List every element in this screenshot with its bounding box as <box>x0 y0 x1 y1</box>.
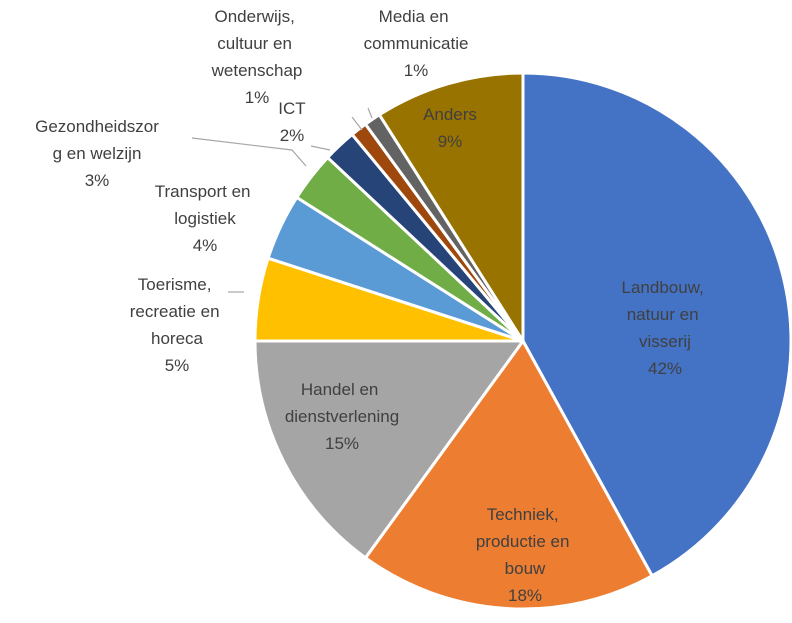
value-label: 4% <box>193 236 218 255</box>
label-line: Media en <box>379 7 454 26</box>
slice-label: Techniek, productie en bouw <box>476 505 574 578</box>
label-line: Gezondheidszor <box>35 117 159 136</box>
value-label: 3% <box>85 171 110 190</box>
label-line: Toerisme, <box>138 275 216 294</box>
slice-label: Toerisme, recreatie en horeca <box>130 275 225 348</box>
leader-line <box>367 107 373 119</box>
slice <box>377 71 525 343</box>
value-label: 2% <box>280 126 305 145</box>
leader-lines <box>191 107 373 293</box>
slice-label: Anders <box>423 105 477 124</box>
label-line: Landbouw, <box>622 278 709 297</box>
slice-label: Onderwijs, cultuur en wetenschap <box>211 7 303 80</box>
label-line: g en welzijn <box>53 144 142 163</box>
label-line: cultuur en <box>217 34 296 53</box>
label-line: natuur en <box>627 305 704 324</box>
slice-label: Transport en logistiek <box>155 182 255 228</box>
value-label: 9% <box>438 132 463 151</box>
slice <box>521 71 792 578</box>
label-line: productie en <box>476 532 574 551</box>
label-line: Techniek, <box>487 505 564 524</box>
leader-line <box>310 145 331 151</box>
slice <box>253 339 525 560</box>
label-line: dienstverlening <box>285 407 399 426</box>
label-line: Onderwijs, <box>214 7 299 26</box>
label-line: communicatie <box>364 34 469 53</box>
value-label: 18% <box>508 586 542 605</box>
slice-label: ICT <box>278 99 305 118</box>
value-label: 5% <box>165 356 190 375</box>
label-line: logistiek <box>174 209 236 228</box>
leader-line <box>351 116 363 131</box>
label-line: bouw <box>505 559 546 578</box>
value-label: 15% <box>325 434 359 453</box>
slice-label: Landbouw, natuur en visserij <box>622 278 709 351</box>
label-line: Anders <box>423 105 477 124</box>
label-line: Transport en <box>155 182 255 201</box>
value-label: 1% <box>245 88 270 107</box>
slice-label: Handel en dienstverlening <box>285 380 399 426</box>
label-line: wetenschap <box>211 61 303 80</box>
value-label: 42% <box>648 359 682 378</box>
slice <box>363 339 654 611</box>
slice-label: Media en communicatie <box>364 7 469 53</box>
label-line: horeca <box>151 329 204 348</box>
slice-label: Gezondheidszor g en welzijn <box>35 117 159 163</box>
value-label: 1% <box>404 61 429 80</box>
label-line: visserij <box>639 332 691 351</box>
label-line: recreatie en <box>130 302 225 321</box>
slices <box>253 71 792 611</box>
leader-line <box>191 137 307 167</box>
label-line: ICT <box>278 99 305 118</box>
label-line: Handel en <box>301 380 383 399</box>
